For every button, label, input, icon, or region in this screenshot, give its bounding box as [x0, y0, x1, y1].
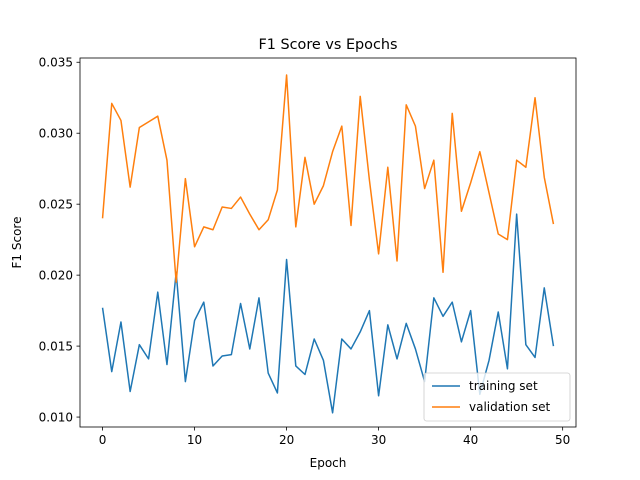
y-axis-label: F1 Score — [10, 217, 24, 269]
x-axis: 0 10 20 30 40 50 — [99, 427, 570, 447]
x-axis-label: Epoch — [310, 456, 347, 470]
y-tick-label: 0.020 — [39, 268, 73, 282]
y-axis: 0.010 0.015 0.020 0.025 0.030 0.035 — [39, 55, 80, 424]
legend-box — [423, 372, 571, 422]
legend-label-training-set: training set — [469, 379, 538, 393]
y-tick-label: 0.015 — [39, 339, 73, 353]
x-tick-label: 0 — [99, 433, 107, 447]
legend-label-validation-set: validation set — [469, 400, 551, 414]
x-tick-label: 40 — [463, 433, 478, 447]
legend: training set validation set — [423, 372, 571, 422]
y-tick-label: 0.035 — [39, 55, 73, 69]
x-tick-label: 10 — [187, 433, 202, 447]
x-tick-label: 20 — [279, 433, 294, 447]
y-tick-label: 0.025 — [39, 197, 73, 211]
axes-frame — [79, 57, 577, 428]
chart-title: F1 Score vs Epochs — [258, 37, 397, 53]
x-tick-label: 30 — [371, 433, 386, 447]
x-tick-label: 50 — [555, 433, 570, 447]
y-tick-label: 0.030 — [39, 126, 73, 140]
series-line-validation-set — [101, 74, 555, 283]
y-tick-label: 0.010 — [39, 410, 73, 424]
